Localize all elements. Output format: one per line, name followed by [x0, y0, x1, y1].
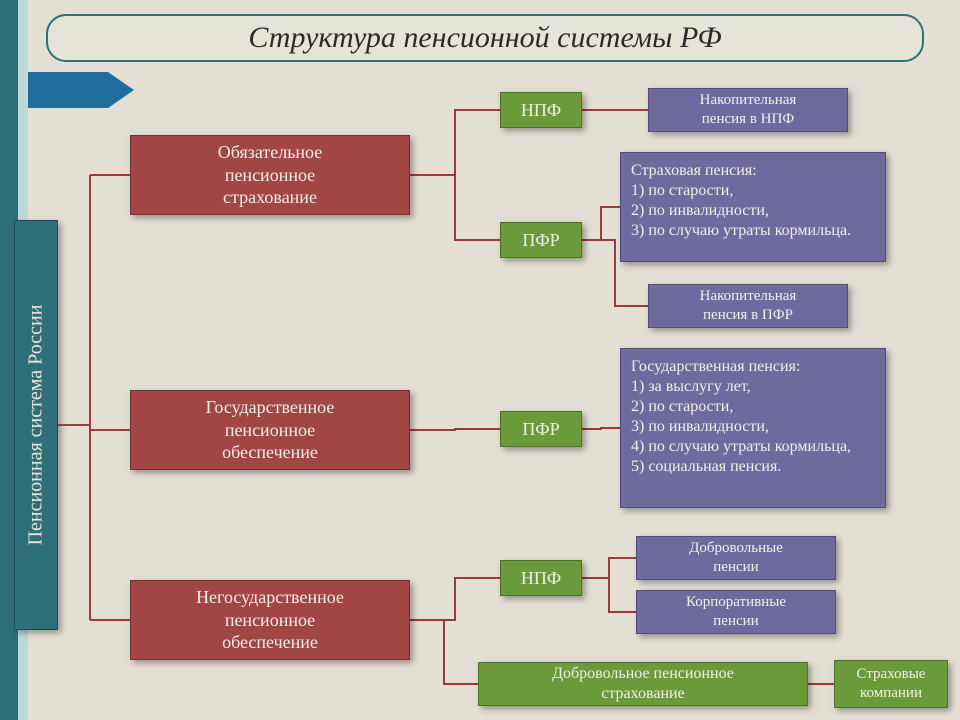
node-label: Страховыекомпании: [857, 665, 926, 703]
node-label: Государственноепенсионноеобеспечение: [206, 396, 335, 464]
node-pfr-accumulative: Накопительнаяпенсия в ПФР: [648, 284, 848, 328]
node-label: Негосударственноепенсионноеобеспечение: [196, 586, 344, 654]
title-box: Структура пенсионной системы РФ: [46, 14, 924, 62]
node-label: НПФ: [521, 567, 561, 590]
node-npf-2: НПФ: [500, 560, 582, 596]
node-obligatory-insurance: Обязательноепенсионноестрахование: [130, 135, 410, 215]
node-label: НПФ: [521, 99, 561, 122]
vertical-label: Пенсионная система России: [14, 220, 58, 630]
node-npf-1: НПФ: [500, 92, 582, 128]
title-text: Структура пенсионной системы РФ: [248, 21, 721, 55]
node-insurance-companies: Страховыекомпании: [834, 660, 948, 708]
node-label: Корпоративныепенсии: [686, 593, 786, 631]
node-corporate-pensions: Корпоративныепенсии: [636, 590, 836, 634]
node-pfr-2: ПФР: [500, 411, 582, 447]
node-state-provision: Государственноепенсионноеобеспечение: [130, 390, 410, 470]
node-voluntary-pensions: Добровольныепенсии: [636, 536, 836, 580]
node-nonstate-provision: Негосударственноепенсионноеобеспечение: [130, 580, 410, 660]
node-label: ПФР: [522, 229, 559, 252]
arrow-shape: [28, 72, 108, 108]
node-label: Накопительнаяпенсия в НПФ: [700, 91, 797, 129]
node-label: Добровольныепенсии: [689, 539, 783, 577]
node-label: Страховая пенсия:1) по старости,2) по ин…: [631, 161, 851, 241]
node-label: Добровольное пенсионноестрахование: [552, 664, 734, 704]
node-npf-accumulative: Накопительнаяпенсия в НПФ: [648, 88, 848, 132]
vertical-label-text: Пенсионная система России: [25, 305, 48, 546]
node-voluntary-insurance: Добровольное пенсионноестрахование: [478, 662, 808, 706]
node-state-pension-list: Государственная пенсия:1) за выслугу лет…: [620, 348, 886, 508]
node-label: Обязательноепенсионноестрахование: [218, 141, 323, 209]
node-label: Государственная пенсия:1) за выслугу лет…: [631, 357, 851, 477]
node-insurance-pension-list: Страховая пенсия:1) по старости,2) по ин…: [620, 152, 886, 262]
node-label: ПФР: [522, 418, 559, 441]
node-label: Накопительнаяпенсия в ПФР: [700, 287, 797, 325]
node-pfr-1: ПФР: [500, 222, 582, 258]
